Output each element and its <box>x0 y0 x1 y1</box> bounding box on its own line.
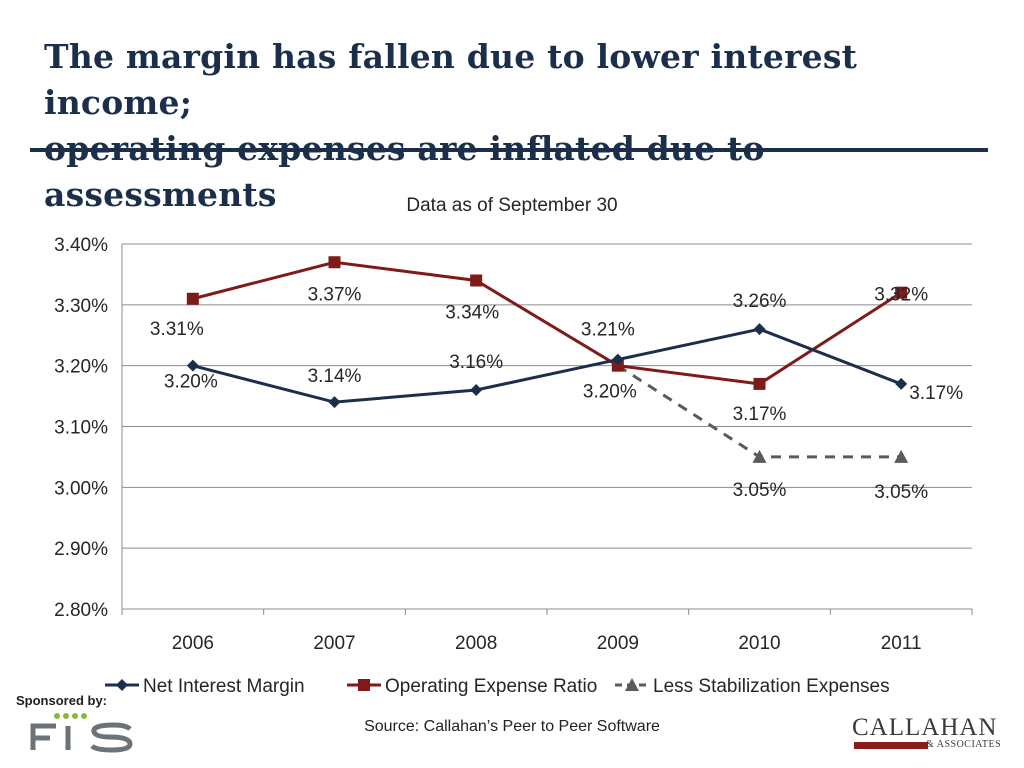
data-label: 3.17% <box>909 383 963 404</box>
data-label: 3.05% <box>733 480 787 501</box>
legend-swatch-marker <box>625 678 639 691</box>
data-labels: 3.20% 3.14% 3.16% 3.21% 3.26% 3.17% 3.31% 3.37%… <box>150 284 963 503</box>
legend-swatch-marker <box>116 679 128 691</box>
x-tick-label: 2010 <box>738 633 780 654</box>
brand-logo-subtitle: & ASSOCIATES <box>926 739 1002 750</box>
data-point <box>186 359 199 372</box>
title-divider <box>30 148 988 152</box>
legend-label: Less Stabilization Expenses <box>653 676 890 697</box>
x-tick-label: 2008 <box>455 633 497 654</box>
brand-logo-name: CALLAHAN <box>852 714 998 741</box>
data-label: 3.34% <box>445 303 499 324</box>
fis-logo-letters <box>30 722 133 753</box>
legend-swatch-marker <box>358 679 370 691</box>
data-label: 3.26% <box>733 291 787 312</box>
data-label: 3.32% <box>874 285 928 306</box>
gridlines <box>122 243 972 610</box>
fis-logo <box>30 713 133 753</box>
y-tick-label: 3.20% <box>54 357 108 378</box>
data-label: 3.31% <box>150 319 204 340</box>
data-point <box>752 449 767 463</box>
axes: 2.80% 2.90% 3.00% 3.10% 3.20% 3.30% 3.40% 2006 2… <box>54 235 973 654</box>
legend: Net Interest Margin Operating Expense Rat… <box>105 676 890 697</box>
data-label: 3.20% <box>583 382 637 403</box>
series-line <box>192 260 902 386</box>
data-point <box>895 286 908 299</box>
x-tick-label: 2007 <box>313 633 355 654</box>
series-line <box>192 327 902 404</box>
chart-title: Data as of September 30 <box>406 195 617 216</box>
data-label: 3.17% <box>733 404 787 425</box>
data-point <box>611 359 624 372</box>
legend-label: Net Interest Margin <box>143 676 305 697</box>
data-point <box>328 256 341 269</box>
data-point <box>753 323 766 336</box>
y-tick-label: 2.90% <box>54 539 108 560</box>
series-lines <box>186 256 909 463</box>
fis-logo-dots <box>54 713 87 719</box>
x-tick-label: 2011 <box>881 633 922 654</box>
data-point <box>895 377 908 390</box>
data-point <box>753 377 766 390</box>
data-point <box>470 384 483 396</box>
x-tick-label: 2009 <box>597 633 639 654</box>
x-tick-label: 2006 <box>172 633 214 654</box>
y-tick-label: 2.80% <box>54 600 108 621</box>
data-label: 3.37% <box>308 284 362 305</box>
data-label: 3.20% <box>164 372 218 393</box>
y-tick-label: 3.40% <box>54 235 108 256</box>
legend-label: Operating Expense Ratio <box>385 676 597 697</box>
data-point <box>894 449 909 463</box>
brand-logo-bar <box>854 742 928 749</box>
data-label: 3.14% <box>308 366 362 387</box>
data-point <box>611 353 624 366</box>
y-tick-label: 3.10% <box>54 418 108 439</box>
y-tick-label: 3.30% <box>54 296 108 317</box>
source-caption: Source: Callahan’s Peer to Peer Software <box>364 718 660 735</box>
data-label: 3.21% <box>581 320 635 341</box>
slide-title-line-1: The margin has fallen due to lower inter… <box>44 37 858 122</box>
y-tick-label: 3.00% <box>54 478 108 499</box>
sponsor-label: Sponsored by: <box>16 693 108 708</box>
data-point <box>328 396 341 409</box>
data-point <box>470 274 483 287</box>
data-label: 3.05% <box>874 482 928 503</box>
data-label: 3.16% <box>449 352 503 373</box>
data-point <box>186 292 199 305</box>
